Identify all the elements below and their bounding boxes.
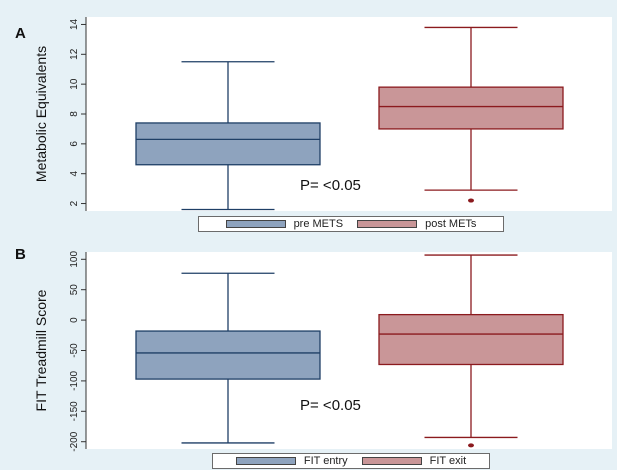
legend-swatch-post-mets bbox=[357, 220, 418, 228]
chart-panel-b: -200 -150 -100 -50 0 50 100 FIT Treadmill Score… bbox=[33, 251, 612, 452]
legend-swatch-fit-exit bbox=[361, 457, 422, 465]
legend-swatch-pre-mets bbox=[225, 220, 286, 228]
legend-swatch-fit-entry bbox=[235, 457, 296, 465]
y-tick-label: -150 bbox=[69, 401, 80, 421]
legend-panel-a: pre METS post METs bbox=[198, 216, 504, 232]
y-tick-label: 50 bbox=[69, 284, 80, 296]
legend-panel-b: FIT entry FIT exit bbox=[212, 453, 490, 469]
y-axis-title: Metabolic Equivalents bbox=[33, 46, 49, 182]
y-tick-label: 4 bbox=[69, 170, 80, 176]
legend-item-fit-exit: FIT exit bbox=[361, 455, 467, 467]
box-pre-mets bbox=[135, 61, 321, 211]
legend-item-fit-entry: FIT entry bbox=[235, 455, 348, 467]
legend-label-fit-exit: FIT exit bbox=[429, 455, 467, 467]
y-tick-label: 2 bbox=[69, 200, 80, 206]
y-tick-label: 100 bbox=[69, 251, 80, 268]
box-fit-exit bbox=[378, 254, 564, 448]
iqr-box bbox=[135, 330, 321, 380]
y-tick-label: -200 bbox=[69, 431, 80, 451]
y-tick-label: -50 bbox=[69, 343, 80, 358]
outlier-point bbox=[468, 443, 474, 448]
y-tick-label: 14 bbox=[69, 18, 80, 30]
legend-item-pre-mets: pre METS bbox=[225, 218, 344, 230]
y-tick-label: 8 bbox=[69, 111, 80, 117]
iqr-box bbox=[135, 122, 321, 166]
legend-label-pre-mets: pre METS bbox=[293, 218, 344, 230]
y-axis-title: FIT Treadmill Score bbox=[33, 289, 49, 411]
p-value-annotation: P= <0.05 bbox=[300, 177, 361, 194]
y-tick-label: 6 bbox=[69, 141, 80, 147]
p-value-annotation: P= <0.05 bbox=[300, 397, 361, 414]
outlier-point bbox=[468, 198, 474, 203]
legend-label-fit-entry: FIT entry bbox=[303, 455, 348, 467]
panel-a-label: A bbox=[15, 25, 26, 42]
legend-label-post-mets: post METs bbox=[425, 218, 477, 230]
iqr-box bbox=[378, 313, 564, 366]
box-fit-entry bbox=[135, 272, 321, 444]
y-tick-label: 10 bbox=[69, 78, 80, 90]
panel-b-label: B bbox=[15, 246, 26, 263]
chart-panel-a: 2 4 6 8 10 12 14 Metabolic Equivalents P= <0.05 bbox=[33, 17, 612, 211]
box-post-mets bbox=[378, 26, 564, 203]
iqr-box bbox=[378, 86, 564, 130]
legend-item-post-mets: post METs bbox=[357, 218, 476, 230]
y-tick-label: -100 bbox=[69, 370, 80, 390]
y-tick-label: 0 bbox=[69, 317, 80, 323]
y-tick-label: 12 bbox=[69, 48, 80, 60]
